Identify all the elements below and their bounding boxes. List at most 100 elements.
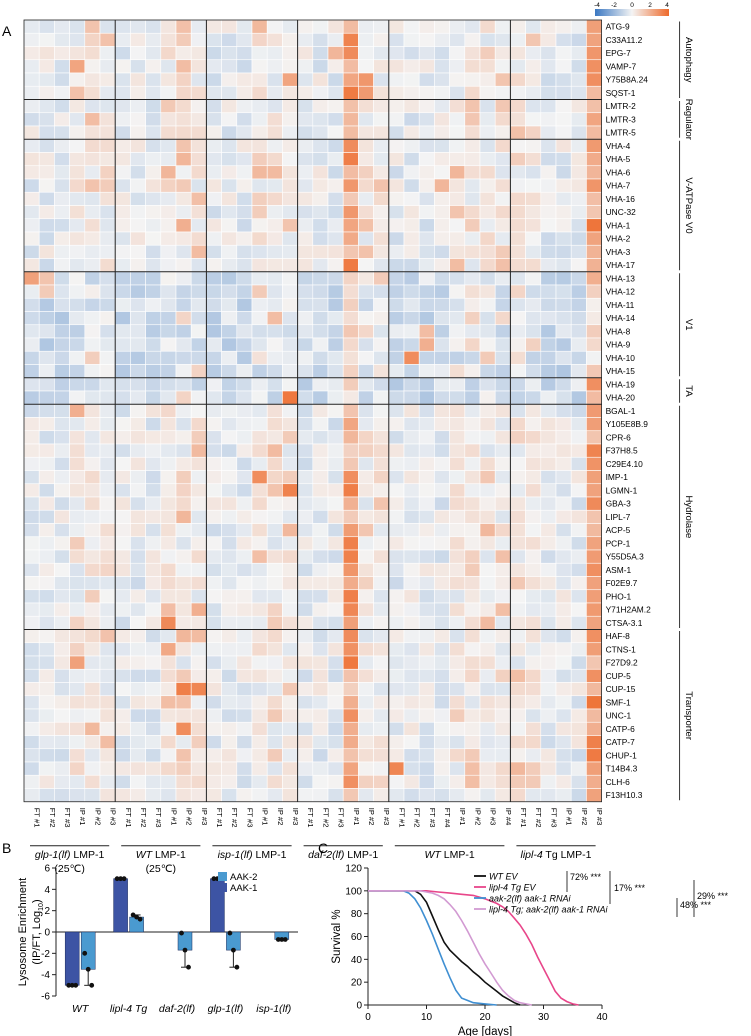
data-point xyxy=(282,937,288,942)
heatmap-cell xyxy=(206,138,222,153)
heatmap-cell xyxy=(99,562,116,577)
heatmap-cell xyxy=(23,629,40,644)
heatmap-cell xyxy=(84,417,101,432)
heatmap-cell xyxy=(282,562,298,577)
heatmap-cell xyxy=(358,456,374,471)
heatmap-cell xyxy=(282,138,298,153)
heatmap-cell xyxy=(418,536,435,551)
heatmap-cell xyxy=(221,178,238,193)
heatmap-cell xyxy=(449,59,466,74)
heatmap-cell xyxy=(555,430,572,445)
heatmap-cell xyxy=(69,231,86,246)
heatmap-cell xyxy=(282,430,298,445)
heatmap-cell xyxy=(418,774,435,789)
heatmap-cell xyxy=(449,642,466,657)
heatmap-cell xyxy=(145,549,162,564)
heatmap-cell xyxy=(464,231,481,246)
heatmap-cell xyxy=(190,496,207,511)
heatmap-cell xyxy=(206,297,222,312)
heatmap-cell xyxy=(418,258,435,273)
heatmap-cell xyxy=(479,231,496,246)
heatmap-cell xyxy=(69,774,86,789)
heatmap-cell xyxy=(312,191,329,206)
heatmap-cell xyxy=(145,562,162,577)
heatmap-cell xyxy=(358,748,374,763)
heatmap-cell xyxy=(312,152,329,167)
heatmap-cell xyxy=(525,655,542,670)
heatmap-cell xyxy=(130,258,146,273)
heatmap-cell xyxy=(54,708,70,723)
heatmap-cell xyxy=(312,470,329,485)
heatmap-cell xyxy=(99,218,116,233)
heatmap-cell xyxy=(99,629,116,644)
heatmap-cell xyxy=(586,72,602,87)
heatmap-cell xyxy=(555,788,572,803)
heatmap-cell xyxy=(464,19,481,34)
heatmap-cell xyxy=(297,218,314,233)
heatmap-cell xyxy=(434,642,450,657)
heatmap-cell xyxy=(358,191,374,206)
heatmap-cell xyxy=(403,165,420,180)
heatmap-cell xyxy=(327,324,344,339)
heatmap-cell xyxy=(130,152,146,167)
heatmap-cell xyxy=(23,46,40,61)
heatmap-cell xyxy=(312,708,329,723)
column-label: IP #3 xyxy=(291,808,300,826)
heatmap-cell xyxy=(282,523,298,538)
heatmap-cell xyxy=(145,218,162,233)
heatmap-cell xyxy=(540,748,557,763)
heatmap-cell xyxy=(297,231,314,246)
heatmap-cell xyxy=(525,417,542,432)
heatmap-cell xyxy=(586,536,602,551)
heatmap-cell xyxy=(145,165,162,180)
heatmap-cell xyxy=(449,417,466,432)
heatmap-cell xyxy=(84,46,101,61)
heatmap-cell xyxy=(236,655,253,670)
heatmap-cell xyxy=(251,231,268,246)
heatmap-cell xyxy=(555,125,572,140)
heatmap-cell xyxy=(114,708,131,723)
heatmap-cell xyxy=(84,324,101,339)
heatmap-cell xyxy=(38,337,55,352)
heatmap-cell xyxy=(221,721,238,736)
heatmap-cell xyxy=(23,231,40,246)
heatmap-cell xyxy=(540,46,557,61)
heatmap-cell xyxy=(418,629,435,644)
heatmap-cell xyxy=(69,589,86,604)
heatmap-cell xyxy=(327,205,344,220)
heatmap-cell xyxy=(555,748,572,763)
heatmap-cell xyxy=(190,337,207,352)
heatmap-cell xyxy=(221,364,238,379)
heatmap-cell xyxy=(418,403,435,418)
y-tick-label: 6 xyxy=(44,864,50,875)
heatmap-cell xyxy=(540,231,557,246)
heatmap-cell xyxy=(479,735,496,750)
heatmap-cell xyxy=(327,549,344,564)
heatmap-cell xyxy=(54,390,70,405)
heatmap-cell xyxy=(69,655,86,670)
heatmap-cell xyxy=(69,788,86,803)
heatmap-cell xyxy=(327,297,344,312)
heatmap-cell xyxy=(160,562,177,577)
heatmap-cell xyxy=(99,258,116,273)
heatmap-cell xyxy=(358,602,374,617)
heatmap-cell xyxy=(388,576,405,591)
heatmap-cell xyxy=(555,536,572,551)
heatmap-cell xyxy=(236,761,253,776)
heatmap-cell xyxy=(251,682,268,697)
heatmap-cell xyxy=(555,46,572,61)
heatmap-cell xyxy=(190,417,207,432)
y-tick-label: -6 xyxy=(41,992,50,1003)
heatmap-cell xyxy=(327,284,344,299)
heatmap-cell xyxy=(510,655,526,670)
heatmap-cell xyxy=(69,297,86,312)
heatmap-cell xyxy=(479,629,496,644)
heatmap-cell xyxy=(464,682,481,697)
heatmap-cell xyxy=(206,430,222,445)
heatmap-cell xyxy=(358,205,374,220)
heatmap-cell xyxy=(510,390,526,405)
heatmap-cell xyxy=(418,655,435,670)
y-tick-label: 100 xyxy=(345,886,362,897)
heatmap-cell xyxy=(282,695,298,710)
